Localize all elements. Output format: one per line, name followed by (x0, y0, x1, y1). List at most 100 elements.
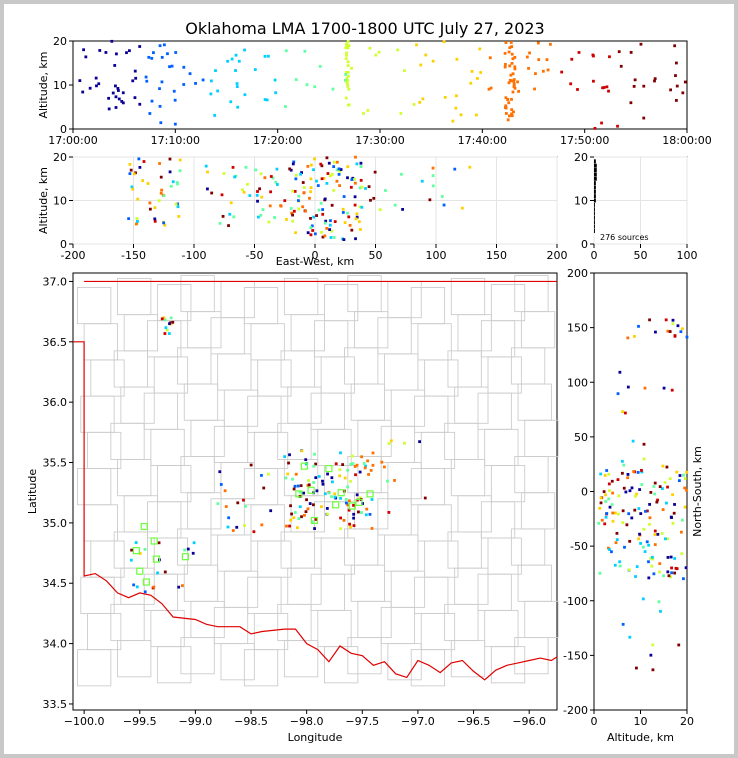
source-count-label: 276 sources (600, 233, 649, 242)
plan-view-point (163, 318, 167, 322)
ew-point (333, 220, 337, 223)
time-height-point (507, 50, 511, 54)
time-height-point (150, 99, 154, 103)
plan-view-point (346, 468, 350, 472)
ns-point (611, 511, 615, 515)
ew-point (288, 167, 292, 171)
plan-view-point (347, 508, 351, 512)
ew-point (327, 161, 331, 165)
ew-point (312, 215, 316, 219)
county-outline (324, 284, 359, 322)
ns-point (650, 564, 654, 568)
ns-point (641, 597, 645, 601)
county-outline (290, 314, 325, 352)
time-height-point (210, 79, 213, 83)
time-height-point (345, 80, 349, 84)
time-height-point (508, 64, 512, 68)
ns-point (634, 494, 637, 498)
ns-point (639, 512, 643, 515)
county-outline (450, 640, 486, 678)
time-height-point (489, 86, 493, 90)
county-outline (414, 576, 449, 614)
ew-point (354, 217, 358, 221)
county-outline (243, 649, 279, 687)
ns-point (651, 643, 655, 647)
ns-point (678, 474, 682, 477)
time-height-point (345, 51, 348, 55)
time-height-point (294, 78, 298, 82)
county-outline (444, 422, 479, 460)
ew-point (337, 167, 341, 171)
ew-point (360, 205, 364, 209)
county-outline (384, 353, 419, 391)
ns-point (607, 482, 611, 486)
ew-point (364, 187, 367, 190)
ns-point (666, 537, 670, 541)
ns-point (640, 483, 644, 486)
ew-point (222, 172, 226, 175)
ew-point (289, 168, 293, 172)
ew-point (210, 191, 214, 195)
plan-view-point (132, 583, 136, 587)
time-height-point (158, 104, 162, 108)
ns-point (641, 545, 645, 549)
plan-view-point (330, 476, 334, 480)
ns-point (607, 489, 611, 493)
county-outline (220, 643, 255, 681)
time-height-point (504, 41, 508, 44)
time-height-point (592, 54, 595, 58)
ew-point (313, 157, 316, 161)
time-height-point (475, 113, 478, 117)
ew-point (343, 221, 347, 224)
ew-point (346, 176, 349, 180)
longitude-axis-tick-label: −100.0 (64, 715, 105, 728)
time-axis-tick-label: 17:00:00 (48, 134, 97, 147)
time-height-point (344, 70, 348, 74)
ew-point (328, 223, 332, 227)
plan-view-point (339, 527, 342, 531)
ns-point (651, 668, 655, 672)
time-height-point (235, 85, 239, 88)
ns-point (665, 465, 669, 469)
time-height-point (104, 51, 108, 54)
time-height-point (115, 52, 118, 56)
ns-point (621, 521, 625, 525)
plan-view-point (346, 503, 350, 507)
ew-point (301, 181, 305, 184)
county-outline (157, 646, 192, 684)
plan-view-point (292, 487, 296, 491)
ns-point (616, 392, 620, 396)
ew-point (337, 172, 341, 176)
ns-point (607, 546, 610, 550)
ns-xlabel: Altitude, km (607, 731, 674, 744)
ew-yaxis-tick-label: 10 (53, 195, 67, 208)
time-height-point (509, 41, 513, 44)
time-height-point (182, 83, 186, 86)
time-height-point (510, 52, 514, 56)
plan-view-point (183, 548, 187, 552)
ew-point (169, 184, 173, 188)
ns-point (683, 505, 687, 509)
time-height-point (424, 53, 428, 57)
time-height-point (675, 61, 678, 65)
time-height-point (168, 65, 171, 69)
plan-view-point (365, 507, 369, 511)
ew-point (269, 190, 273, 194)
county-outline (420, 612, 456, 651)
plan-view-point (135, 585, 139, 589)
time-height-point (510, 79, 514, 83)
plan-view-point (344, 501, 348, 505)
plan-view-point (260, 474, 263, 477)
ns-point (680, 552, 684, 556)
ew-point (283, 199, 287, 203)
ns-point (658, 570, 661, 574)
time-height-point (455, 94, 458, 98)
plan-view-point (304, 458, 308, 462)
ew-point (354, 237, 357, 241)
county-outline (180, 637, 215, 675)
ew-point (248, 194, 252, 197)
plan-view-point (223, 489, 227, 493)
county-outline (213, 425, 249, 463)
county-outline (80, 576, 115, 614)
time-height-point (368, 46, 372, 50)
